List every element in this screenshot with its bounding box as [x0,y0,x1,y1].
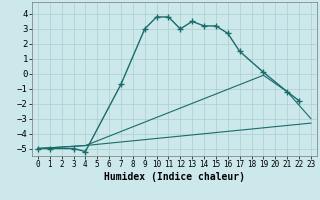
X-axis label: Humidex (Indice chaleur): Humidex (Indice chaleur) [104,172,245,182]
